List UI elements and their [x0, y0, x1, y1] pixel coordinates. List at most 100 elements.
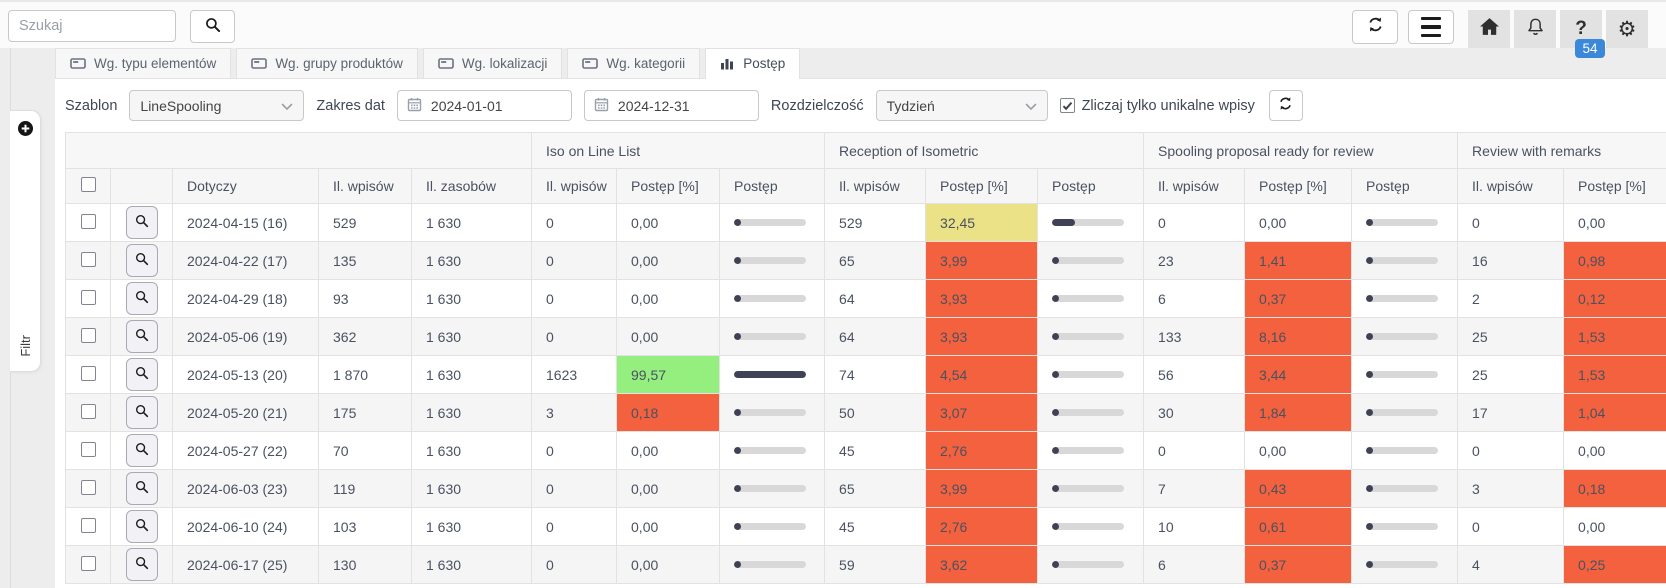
cell-progress-pct: 0,37: [1244, 545, 1353, 584]
bell-icon: [1526, 17, 1545, 42]
date-from-input[interactable]: 2024-01-01: [396, 90, 572, 121]
help-badge: 54: [1575, 39, 1605, 58]
list-card-icon: [582, 57, 599, 69]
date-from-value: 2024-01-01: [430, 97, 503, 114]
cell-count: 4: [1457, 545, 1565, 584]
home-button[interactable]: [1468, 10, 1510, 48]
progress-bar: [1052, 257, 1125, 264]
cell-count: 45: [824, 507, 927, 546]
tab-3[interactable]: Wg. lokalizacji: [422, 48, 563, 78]
table-row: 2024-04-29 (18) 93 1 630 0 0,00 64 3,93 6 0,37 2 0…: [65, 279, 1666, 318]
date-to-input[interactable]: 2024-12-31: [583, 90, 759, 121]
tab-5[interactable]: Postęp: [705, 48, 801, 79]
magnify-button[interactable]: [125, 358, 158, 391]
cell-progress-bar: [1351, 431, 1459, 470]
row-checkbox[interactable]: [80, 555, 96, 571]
tab-4[interactable]: Wg. kategorii: [567, 48, 701, 78]
unique-entries-label: Zliczaj tylko unikalne wpisy: [1081, 97, 1255, 114]
select-all-checkbox[interactable]: [80, 177, 96, 192]
magnify-button[interactable]: [125, 396, 158, 429]
row-checkbox[interactable]: [80, 479, 96, 495]
magnify-button[interactable]: [125, 282, 158, 315]
row-checkbox[interactable]: [80, 251, 96, 267]
tab-2[interactable]: Wg. grupy produktów: [236, 48, 418, 78]
cell-progress-pct: 0,00: [616, 469, 721, 508]
row-select-cell: [65, 545, 111, 584]
template-select[interactable]: LineSpooling: [129, 90, 305, 121]
cell-progress-bar: [1351, 241, 1459, 280]
progress-bar: [1366, 485, 1439, 492]
cell-count: 529: [824, 203, 927, 242]
cell-entries: 362: [318, 317, 412, 356]
magnify-button[interactable]: [125, 548, 158, 581]
cell-count: 0: [1143, 431, 1246, 470]
notifications-button[interactable]: [1514, 10, 1556, 48]
cell-progress-pct: 0,43: [1244, 469, 1353, 508]
plus-circle-icon[interactable]: [17, 120, 34, 142]
cell-progress-pct: 3,93: [925, 317, 1039, 356]
row-checkbox[interactable]: [80, 327, 96, 343]
cell-entries: 175: [318, 393, 412, 432]
table-refresh-button[interactable]: [1268, 90, 1303, 121]
menu-button[interactable]: [1408, 10, 1454, 44]
magnify-button[interactable]: [125, 244, 158, 277]
magnifier-icon: [135, 214, 149, 231]
progress-bar: [1366, 371, 1439, 378]
row-checkbox[interactable]: [80, 441, 96, 457]
row-checkbox[interactable]: [80, 213, 96, 229]
cell-count: 74: [824, 355, 927, 394]
row-actions-cell: [110, 393, 173, 432]
cell-progress-bar: [1037, 279, 1145, 318]
table-row: 2024-06-03 (23) 119 1 630 0 0,00 65 3,99 7 0,43 3…: [65, 469, 1666, 508]
row-actions-cell: [110, 469, 173, 508]
header-actions: [110, 168, 173, 204]
unique-entries-checkbox[interactable]: [1059, 98, 1075, 113]
cell-progress-pct: 0,00: [616, 317, 721, 356]
magnify-button[interactable]: [125, 206, 158, 239]
row-select-cell: [65, 507, 111, 546]
row-actions-cell: [110, 507, 173, 546]
column-header-row: Dotyczy Il. wpisów Il. zasobów Il. wpisów Po…: [65, 168, 1666, 204]
column-header: Il. zasobów: [410, 168, 533, 204]
cell-progress-pct: 0,37: [1244, 279, 1353, 318]
progress-bar: [734, 371, 807, 378]
cell-date: 2024-06-10 (24): [172, 507, 319, 546]
row-checkbox[interactable]: [80, 365, 96, 381]
column-header: Il. wpisów: [1457, 168, 1565, 204]
magnify-button[interactable]: [125, 472, 158, 505]
progress-bar: [734, 561, 807, 568]
refresh-button[interactable]: [1352, 10, 1398, 44]
row-select-cell: [65, 393, 111, 432]
row-checkbox[interactable]: [80, 289, 96, 305]
tab-label: Postęp: [743, 56, 786, 71]
magnify-button[interactable]: [125, 434, 158, 467]
progress-bar: [1052, 219, 1125, 226]
cell-progress-bar: [1351, 507, 1459, 546]
cell-progress-pct: 1,84: [1244, 393, 1353, 432]
table-row: 2024-06-17 (25) 130 1 630 0 0,00 59 3,62 6 0,37 4…: [65, 545, 1666, 584]
cell-progress-bar: [719, 469, 826, 508]
topbar: ? 54 ⚙: [0, 0, 1666, 58]
filter-bar: Szablon LineSpooling Zakres dat 2024-01-…: [55, 79, 1666, 132]
tab-1[interactable]: Wg. typu elementów: [55, 48, 232, 78]
progress-bar: [1366, 219, 1439, 226]
list-card-icon: [438, 57, 454, 69]
resolution-select[interactable]: Tydzień: [875, 90, 1048, 121]
magnify-button[interactable]: [125, 510, 158, 543]
cell-progress-pct: 2,76: [925, 431, 1039, 470]
magnify-button[interactable]: [125, 320, 158, 353]
chevron-down-icon: [281, 98, 293, 114]
help-button[interactable]: ? 54: [1560, 10, 1605, 58]
progress-bar: [1052, 295, 1125, 302]
column-header: Postęp: [1351, 168, 1459, 204]
cell-count: 59: [824, 545, 927, 584]
filter-rail[interactable]: Filtr: [10, 110, 41, 372]
row-checkbox[interactable]: [80, 403, 96, 419]
search-button[interactable]: [190, 10, 235, 43]
row-checkbox[interactable]: [80, 517, 96, 533]
settings-button[interactable]: ⚙: [1606, 10, 1648, 48]
cell-count: 133: [1143, 317, 1246, 356]
search-input[interactable]: [8, 10, 176, 42]
cell-count: 0: [531, 431, 618, 470]
